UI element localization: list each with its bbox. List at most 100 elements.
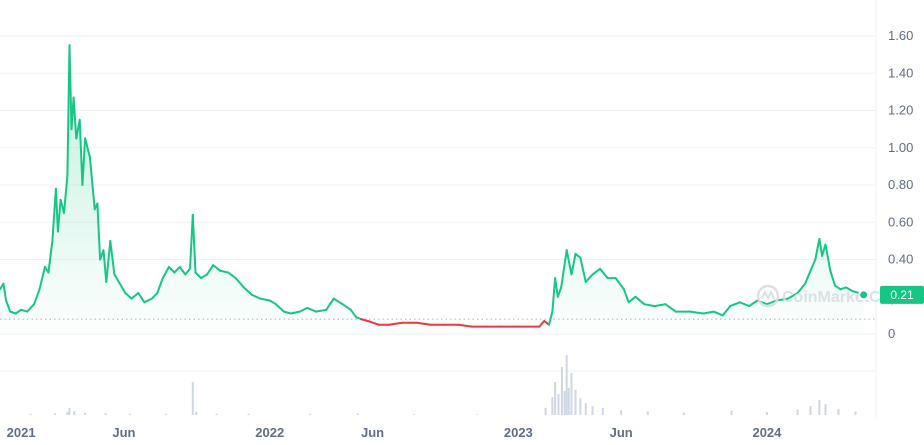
volume-bar <box>557 394 560 415</box>
price-line-segment <box>415 321 432 326</box>
price-line-segment <box>457 323 473 328</box>
x-tick-label: 2021 <box>7 425 36 440</box>
price-line-segment <box>173 265 181 274</box>
price-line-segment <box>227 271 237 280</box>
price-line-segment <box>689 310 705 315</box>
price-line-segment <box>702 310 715 315</box>
price-line-segment <box>199 273 209 280</box>
volume-bar <box>584 403 587 415</box>
price-line-segment <box>283 310 292 315</box>
price-line-segment <box>565 249 573 276</box>
price-line-segment <box>721 305 732 317</box>
price-line-segment <box>834 284 842 291</box>
y-tick-label: 0 <box>888 326 895 341</box>
x-tick-label: Jun <box>610 425 633 440</box>
volume-bar <box>570 373 573 415</box>
volume-bar <box>191 382 194 415</box>
volume-bar <box>475 414 478 415</box>
volume-bar <box>574 389 577 415</box>
price-line-segment <box>551 277 557 313</box>
price-line-segment <box>844 286 854 293</box>
price-line-segment <box>851 290 860 294</box>
volume-bar <box>565 355 568 415</box>
price-line-segment <box>191 213 197 274</box>
coinmarketcap-logo-mark <box>761 289 775 301</box>
price-line-segment <box>14 308 23 315</box>
price-area <box>0 45 864 335</box>
price-line-segment <box>84 137 91 159</box>
price-line-segment <box>78 118 84 186</box>
price-line-segment <box>298 306 309 313</box>
volume-bar <box>84 412 87 415</box>
price-line-segment <box>796 282 807 294</box>
price-line-segment <box>804 269 812 285</box>
volume-bar <box>601 407 604 415</box>
volume-bar <box>837 409 840 415</box>
price-line-segment <box>360 318 369 322</box>
volume-bar <box>308 413 311 415</box>
volume-bar <box>730 410 733 415</box>
volume-bar <box>413 414 416 415</box>
price-line-segment <box>315 308 328 313</box>
price-line-segment <box>818 238 824 257</box>
price-line-segment <box>738 301 751 308</box>
price-line-segment <box>824 243 832 272</box>
y-tick-label: 1.20 <box>888 103 913 118</box>
price-line-segment <box>124 292 133 300</box>
volume-bar <box>824 404 827 415</box>
price-line-segment <box>251 293 262 300</box>
price-line-segment <box>150 292 159 300</box>
current-price-badge-bg <box>880 285 924 304</box>
price-line-segment <box>765 299 778 306</box>
volume-bar <box>854 411 857 415</box>
volume-bar <box>620 410 623 415</box>
price-line-segment <box>178 265 187 276</box>
volume-bar <box>551 397 554 415</box>
price-line-segment <box>38 265 46 291</box>
current-price-label: 0.21 <box>890 288 914 302</box>
y-tick-label: 0.40 <box>888 252 913 267</box>
price-line-segment <box>614 277 625 291</box>
price-line-segment <box>259 297 271 302</box>
current-price-dot <box>858 289 870 301</box>
price-line-segment <box>130 292 140 300</box>
volume-bar <box>104 413 107 415</box>
price-line-segment <box>729 301 741 308</box>
volume-bar <box>765 412 768 415</box>
price-line-segment <box>156 277 164 294</box>
volume-bar <box>591 406 594 415</box>
price-line-segment <box>194 271 202 280</box>
price-line-segment <box>643 303 656 308</box>
y-tick-label: 1.00 <box>888 140 913 155</box>
price-line-segment <box>787 292 799 300</box>
x-tick-label: 2024 <box>752 425 782 440</box>
y-tick-label: 0.60 <box>888 214 913 229</box>
price-line-segment <box>748 299 759 308</box>
volume-bar <box>29 413 32 415</box>
price-line-segment <box>234 277 245 289</box>
volume-bar <box>215 413 218 415</box>
volume-bar <box>579 398 582 415</box>
price-line-segment <box>137 292 146 304</box>
price-line-segment <box>143 297 153 304</box>
volume-bar <box>544 407 547 415</box>
volume-bar <box>554 382 557 415</box>
volume-bar <box>66 412 69 415</box>
price-line-segment <box>814 238 821 261</box>
volume-bar <box>129 413 132 415</box>
current-price-badge: 0.21 <box>858 285 924 304</box>
price-line-segment <box>47 239 54 274</box>
volume-bar <box>809 406 812 415</box>
x-axis: 2021 Jun 2022 Jun 2023 Jun 2024 <box>7 425 783 440</box>
watermark: CoinMarketCap <box>756 284 900 308</box>
volume-bar <box>818 400 821 415</box>
volume-bar <box>73 411 76 415</box>
y-axis: 1.60 1.40 1.20 1.00 0.80 0.60 0.40 0 <box>888 28 913 341</box>
volume-bar <box>646 411 649 415</box>
price-line-segment <box>599 267 609 280</box>
price-line-segment <box>591 267 602 276</box>
price-line-segment <box>809 258 817 272</box>
volume-bar <box>356 413 359 415</box>
price-line-segment <box>212 264 221 272</box>
price-line-segment <box>68 44 73 131</box>
